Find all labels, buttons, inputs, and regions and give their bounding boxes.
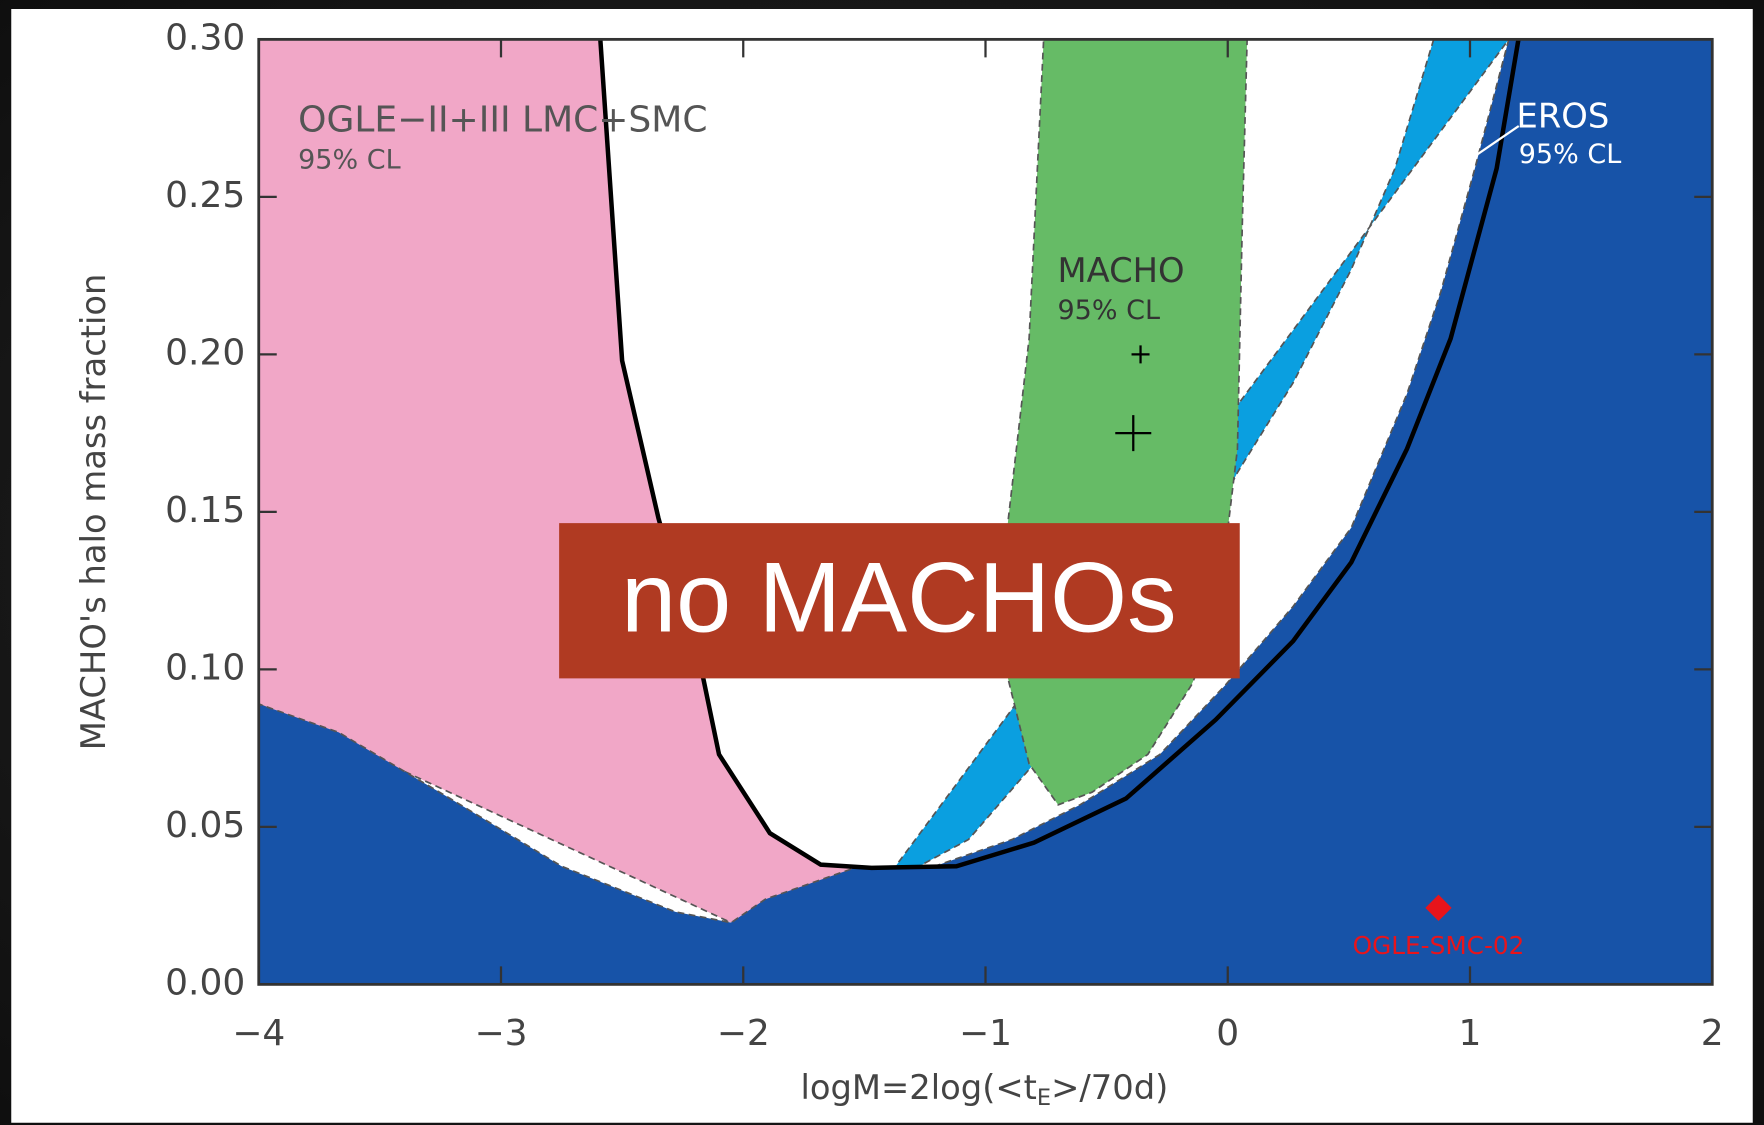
point-label: OGLE-SMC-02	[1353, 931, 1525, 960]
y-tick-label: 0.20	[165, 332, 245, 373]
x-tick-label: 2	[1701, 1013, 1724, 1054]
y-tick-label: 0.25	[165, 175, 245, 216]
x-tick-label: −2	[717, 1013, 770, 1054]
x-tick-label: −1	[959, 1013, 1012, 1054]
x-tick-label: −3	[474, 1013, 527, 1054]
x-tick-label: −4	[232, 1013, 285, 1054]
x-label-sub: E	[1037, 1085, 1051, 1111]
region-sublabel: 95% CL	[1058, 295, 1161, 326]
x-tick-label: 1	[1459, 1013, 1482, 1054]
page: −4 −3 −2 −1 0 1 2 0.00 0.05 0.10 0.15 0.20 0.25 0.30 O…	[0, 0, 1764, 1125]
region-sublabel: 95% CL	[298, 144, 401, 175]
y-tick-label: 0.30	[165, 17, 245, 58]
region-sublabel: 95% CL	[1519, 139, 1622, 170]
banner-text: no MACHOs	[621, 541, 1177, 652]
region-label: OGLE−II+III LMC+SMC	[298, 100, 707, 141]
slide: −4 −3 −2 −1 0 1 2 0.00 0.05 0.10 0.15 0.20 0.25 0.30 O…	[0, 0, 1764, 1125]
x-axis-label: logM=2log(<tE>/70d)	[800, 1068, 1168, 1111]
y-axis-label: MACHO's halo mass fraction	[74, 274, 113, 751]
x-label-part: logM=2log(<t	[800, 1068, 1036, 1107]
x-label-part: >/70d)	[1051, 1068, 1168, 1107]
region-label: EROS	[1517, 97, 1610, 136]
region-label: MACHO	[1058, 251, 1185, 290]
y-tick-label: 0.10	[165, 647, 245, 688]
y-tick-label: 0.00	[165, 962, 245, 1003]
x-tick-label: 0	[1216, 1013, 1239, 1054]
y-tick-label: 0.15	[165, 490, 245, 531]
y-tick-label: 0.05	[165, 805, 245, 846]
